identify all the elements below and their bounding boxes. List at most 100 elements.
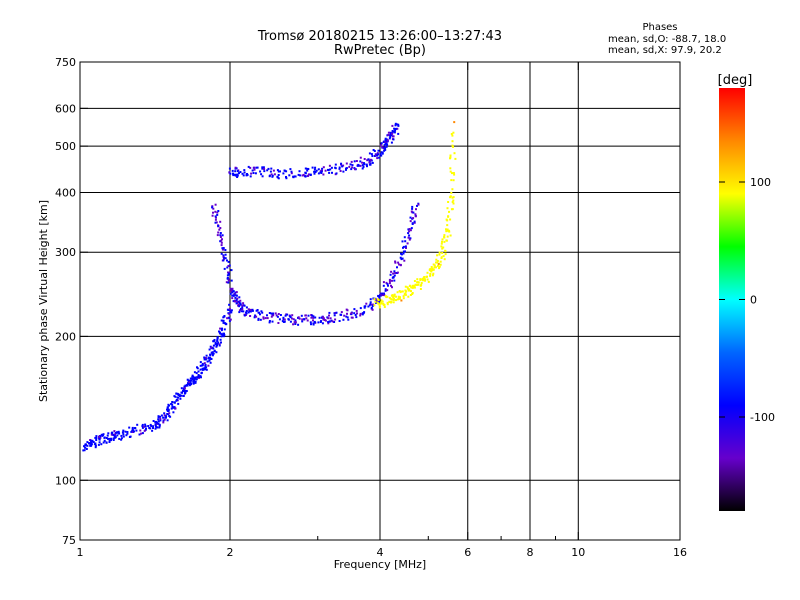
data-point xyxy=(347,318,350,321)
data-point xyxy=(175,392,178,395)
data-point xyxy=(345,168,347,171)
data-point xyxy=(196,367,199,370)
data-point xyxy=(251,308,254,311)
data-point xyxy=(422,277,424,280)
data-point xyxy=(282,318,285,321)
data-point xyxy=(451,134,454,137)
data-point xyxy=(94,442,97,445)
data-point xyxy=(182,394,185,397)
data-point xyxy=(221,327,223,330)
data-point xyxy=(322,173,325,176)
data-point xyxy=(354,168,356,171)
data-point xyxy=(289,320,292,323)
data-point xyxy=(291,314,294,317)
data-point xyxy=(211,205,214,208)
data-point xyxy=(221,334,224,337)
data-point xyxy=(233,293,236,296)
data-point xyxy=(365,302,368,305)
data-point xyxy=(408,228,411,230)
data-point xyxy=(286,313,289,316)
data-point xyxy=(409,229,412,232)
data-point xyxy=(317,172,320,175)
data-point xyxy=(404,285,407,288)
data-point xyxy=(404,245,407,248)
data-point xyxy=(351,166,354,169)
data-point xyxy=(212,344,215,347)
data-point xyxy=(147,425,150,427)
data-point xyxy=(435,266,437,269)
data-point xyxy=(370,307,373,309)
data-point xyxy=(392,296,395,299)
data-point xyxy=(279,314,282,316)
data-point xyxy=(371,305,374,307)
data-point xyxy=(259,318,262,321)
data-point xyxy=(411,286,414,289)
data-point xyxy=(130,430,133,433)
data-point xyxy=(163,412,166,415)
data-point xyxy=(290,170,293,173)
data-point xyxy=(268,321,271,324)
data-point xyxy=(452,131,455,134)
data-point xyxy=(276,169,279,172)
data-point xyxy=(151,429,154,432)
data-point xyxy=(187,383,190,385)
info-heading: Phases xyxy=(642,22,677,33)
data-point xyxy=(373,298,376,301)
data-point xyxy=(268,312,271,314)
data-point xyxy=(216,344,218,347)
data-point xyxy=(433,266,436,269)
data-point xyxy=(378,300,380,303)
data-point xyxy=(395,295,397,298)
data-point xyxy=(334,318,337,321)
data-point xyxy=(304,314,307,317)
data-point xyxy=(221,247,224,250)
data-point xyxy=(446,207,449,210)
data-point xyxy=(333,312,336,315)
data-point xyxy=(145,427,147,430)
data-point xyxy=(294,175,297,178)
data-point xyxy=(215,351,218,354)
data-point xyxy=(380,299,383,302)
data-point xyxy=(393,293,396,296)
data-point xyxy=(103,439,106,442)
data-point xyxy=(242,174,245,177)
data-point xyxy=(350,313,353,316)
data-point xyxy=(107,437,109,440)
data-point xyxy=(402,252,405,255)
data-point xyxy=(162,416,165,419)
data-point xyxy=(221,248,224,251)
data-point xyxy=(315,169,318,172)
data-point xyxy=(106,434,109,437)
data-point xyxy=(391,276,394,279)
data-point xyxy=(210,351,213,354)
data-point xyxy=(159,419,162,422)
data-point xyxy=(351,164,354,167)
colorbar-tick-label: 100 xyxy=(750,176,771,189)
data-point xyxy=(229,292,232,295)
data-point xyxy=(322,166,325,169)
data-point xyxy=(261,311,264,314)
data-point xyxy=(222,254,225,257)
data-point xyxy=(321,167,324,170)
data-point xyxy=(271,174,274,177)
data-point xyxy=(164,416,167,419)
data-point xyxy=(159,415,162,418)
data-point xyxy=(193,379,195,382)
data-point xyxy=(270,315,273,318)
data-point xyxy=(94,446,97,449)
data-point xyxy=(261,167,264,170)
data-point xyxy=(397,297,400,300)
data-point xyxy=(313,172,316,175)
data-point xyxy=(409,216,412,219)
data-point xyxy=(452,179,455,182)
data-point xyxy=(416,204,418,207)
data-point xyxy=(222,332,225,335)
data-point xyxy=(94,444,97,447)
x-tick-label: 2 xyxy=(227,546,234,559)
data-point xyxy=(413,220,416,223)
data-point xyxy=(193,378,196,381)
data-point xyxy=(186,378,189,381)
data-point xyxy=(365,163,368,166)
data-point xyxy=(417,203,420,206)
data-point xyxy=(413,284,416,287)
